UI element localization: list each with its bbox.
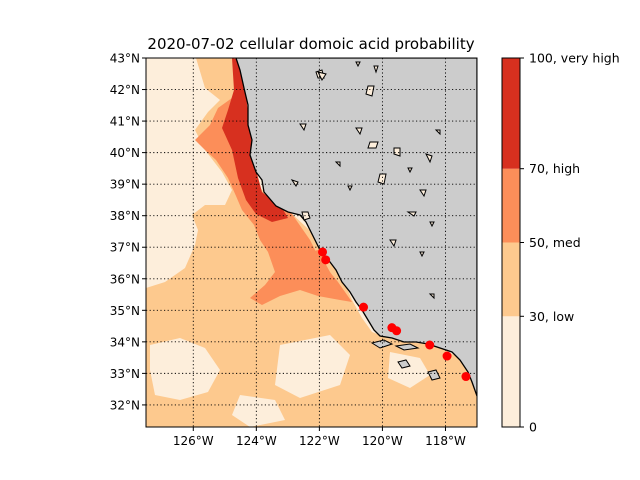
station-marker bbox=[318, 247, 328, 257]
lat-tick-label: 35°N bbox=[110, 304, 140, 318]
lon-tick-label: 122°W bbox=[299, 434, 340, 448]
colorbar-tick-label: 50, med bbox=[529, 235, 581, 250]
channel-island-3 bbox=[397, 359, 411, 369]
lat-tick-label: 38°N bbox=[110, 209, 140, 223]
lon-tick-label: 126°W bbox=[173, 434, 214, 448]
station-markers bbox=[318, 247, 471, 382]
chart-title: 2020-07-02 cellular domoic acid probabil… bbox=[147, 35, 474, 53]
colorbar-segment bbox=[502, 242, 520, 317]
lat-tick-label: 40°N bbox=[110, 146, 140, 160]
colorbar-segment bbox=[502, 168, 520, 243]
lat-tick-label: 43°N bbox=[110, 52, 140, 66]
colorbar: 0 30, low 50, med 70, high 100, very high bbox=[501, 51, 620, 435]
map-axis-ticks: 32°N 33°N 34°N 35°N 36°N 37°N 38°N 39°N 40°N 41°N… bbox=[110, 52, 466, 449]
station-marker bbox=[392, 326, 402, 336]
channel-island-4 bbox=[427, 369, 441, 381]
lat-tick-label: 34°N bbox=[110, 335, 140, 349]
lat-tick-label: 36°N bbox=[110, 272, 140, 286]
map-frame bbox=[145, 57, 478, 428]
colorbar-tick-label: 0 bbox=[529, 420, 537, 435]
lat-tick-label: 37°N bbox=[110, 241, 140, 255]
inland-lakes bbox=[290, 61, 441, 300]
station-marker bbox=[442, 351, 452, 361]
colorbar-tick-label: 100, very high bbox=[529, 51, 620, 66]
colorbar-tick-label: 30, low bbox=[529, 309, 574, 324]
land-california bbox=[235, 58, 477, 397]
probability-region-high bbox=[222, 58, 288, 222]
lat-tick-label: 42°N bbox=[110, 83, 140, 97]
probability-region-pale-3 bbox=[388, 352, 430, 388]
station-marker bbox=[359, 302, 369, 312]
colorbar-segment bbox=[502, 58, 520, 169]
colorbar-segment bbox=[502, 316, 520, 427]
map-gridlines bbox=[146, 58, 477, 427]
lon-tick-label: 124°W bbox=[236, 434, 277, 448]
station-marker bbox=[461, 372, 471, 382]
channel-island-2 bbox=[394, 343, 420, 351]
probability-region-pale-1 bbox=[150, 338, 220, 400]
station-marker bbox=[321, 255, 331, 265]
lon-tick-label: 120°W bbox=[362, 434, 403, 448]
lat-tick-label: 32°N bbox=[110, 398, 140, 412]
lat-tick-label: 39°N bbox=[110, 178, 140, 192]
probability-region-pale-4 bbox=[232, 395, 285, 427]
station-marker bbox=[425, 340, 435, 350]
lat-tick-label: 41°N bbox=[110, 115, 140, 129]
colorbar-tick-label: 70, high bbox=[529, 161, 580, 176]
lon-tick-label: 118°W bbox=[425, 434, 466, 448]
lat-tick-label: 33°N bbox=[110, 367, 140, 381]
map-area bbox=[146, 58, 477, 427]
probability-region-pale-2 bbox=[275, 335, 350, 398]
